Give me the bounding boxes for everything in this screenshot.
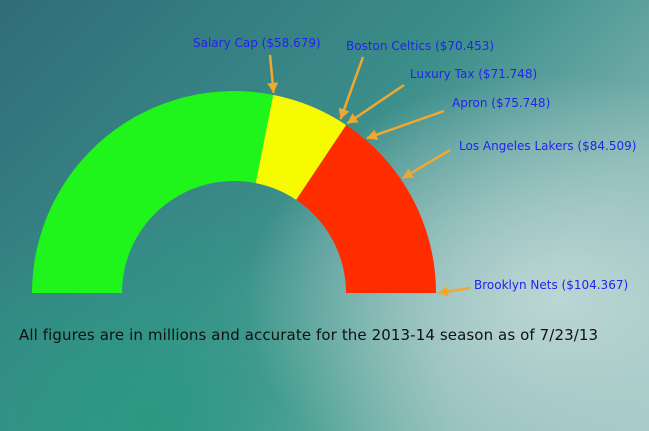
marker-arrow-5: [437, 286, 471, 297]
marker-label-1: Boston Celtics ($70.453): [346, 39, 494, 53]
marker-label-2: Luxury Tax ($71.748): [410, 67, 537, 81]
gauge-segments: [32, 91, 436, 294]
marker-arrow-1: [338, 56, 365, 120]
marker-label-4: Los Angeles Lakers ($84.509): [459, 139, 636, 153]
marker-arrow-2: [346, 83, 405, 125]
chart-caption: All figures are in millions and accurate…: [19, 326, 599, 344]
marker-label-5: Brooklyn Nets ($104.367): [474, 278, 628, 292]
marker-label-0: Salary Cap ($58.679): [193, 36, 321, 50]
marker-arrow-3: [366, 109, 445, 141]
marker-label-3: Apron ($75.748): [452, 96, 550, 110]
gauge-segment-2: [296, 125, 436, 294]
marker-arrow-4: [401, 148, 451, 180]
marker-arrow-0: [267, 54, 279, 94]
marker-arrows: [267, 54, 471, 297]
marker-labels: Salary Cap ($58.679) Boston Celtics ($70.…: [193, 36, 636, 292]
gauge-segment-1: [255, 94, 347, 200]
gauge-segment-0: [32, 91, 274, 293]
